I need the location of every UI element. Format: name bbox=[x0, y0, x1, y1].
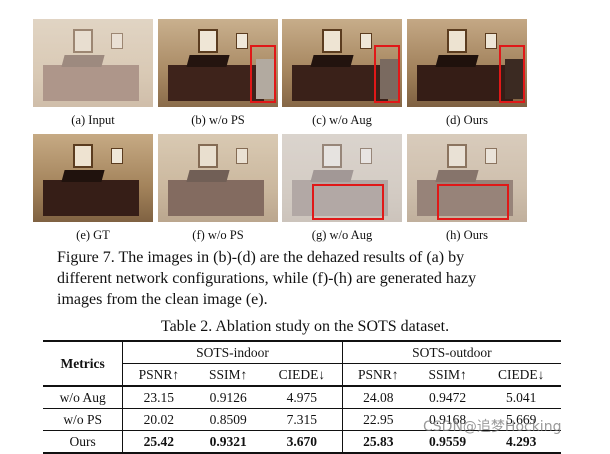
row-label: Ours bbox=[43, 430, 124, 453]
panel-caption: (c) w/o Aug bbox=[312, 113, 372, 127]
panel-image bbox=[282, 134, 402, 222]
table-cell: 23.15 bbox=[143, 389, 175, 405]
figure-caption: Figure 7. The images in (b)-(d) are the … bbox=[57, 247, 527, 310]
panel-caption: (a) Input bbox=[71, 113, 115, 127]
column-header: PSNR↑ bbox=[342, 363, 414, 386]
panel-image bbox=[282, 19, 402, 107]
panel-image bbox=[158, 134, 278, 222]
table-cell: 5.041 bbox=[506, 389, 537, 405]
panel-image bbox=[33, 19, 153, 107]
table-caption: Table 2. Ablation study on the SOTS data… bbox=[160, 318, 450, 335]
column-header: SSIM↑ bbox=[413, 363, 482, 386]
figure-caption-line: Figure 7. The images in (b)-(d) are the … bbox=[57, 249, 465, 266]
group-header: SOTS-outdoor bbox=[412, 344, 492, 360]
group-header: SOTS-indoor bbox=[122, 341, 343, 364]
table-cell: 24.08 bbox=[363, 389, 394, 405]
panel-caption: (f) w/o PS bbox=[192, 228, 244, 242]
table-cell: 0.9321 bbox=[209, 433, 247, 449]
figure-caption-line: images from the clean image (e). bbox=[57, 291, 268, 308]
table-row: w/o Aug 23.15 0.9126 4.975 24.08 0.9472 … bbox=[43, 386, 561, 409]
panel-image bbox=[407, 134, 527, 222]
table-cell: 20.02 bbox=[143, 411, 175, 427]
panel-caption: (g) w/o Aug bbox=[311, 228, 373, 242]
watermark: CSDN@追梦Hocking bbox=[423, 419, 562, 435]
column-header: CIEDE↓ bbox=[481, 363, 561, 386]
table-cell: 25.42 bbox=[143, 433, 175, 449]
results-table: Metrics SOTS-indoor SOTS-outdoor PSNR↑ S… bbox=[43, 340, 561, 454]
column-header: SSIM↑ bbox=[194, 363, 262, 386]
panel-image bbox=[407, 19, 527, 107]
table-cell: 0.9559 bbox=[429, 433, 467, 449]
table-cell: 0.9472 bbox=[429, 389, 467, 405]
row-label: w/o Aug bbox=[43, 386, 124, 409]
panel-caption: (e) GT bbox=[76, 228, 110, 242]
column-header: CIEDE↓ bbox=[261, 363, 343, 386]
table-cell: 0.8509 bbox=[209, 411, 247, 427]
table-cell: 3.670 bbox=[261, 430, 343, 453]
table-row: w/o PS 20.02 0.8509 7.315 22.95 0.9168 5… bbox=[43, 408, 561, 431]
panel-image bbox=[158, 19, 278, 107]
panel-caption: (h) Ours bbox=[445, 228, 488, 242]
metrics-header: Metrics bbox=[43, 341, 124, 387]
panel-image bbox=[33, 134, 153, 222]
figure-caption-line: different network configurations, while … bbox=[57, 270, 477, 287]
panel-caption: (d) Ours bbox=[445, 113, 488, 127]
column-header: PSNR↑ bbox=[122, 363, 195, 386]
row-label: w/o PS bbox=[43, 408, 124, 431]
panel-caption: (b) w/o PS bbox=[191, 113, 245, 127]
table-cell: 25.83 bbox=[363, 433, 394, 449]
table-cell: 0.9168 bbox=[429, 411, 467, 427]
table-cell: 4.975 bbox=[261, 386, 343, 409]
table-cell: 4.293 bbox=[506, 433, 537, 449]
table-cell: 5.669 bbox=[506, 411, 537, 427]
table-cell: 7.315 bbox=[261, 408, 343, 431]
table-cell: 0.9126 bbox=[209, 389, 247, 405]
table-cell: 22.95 bbox=[363, 411, 394, 427]
